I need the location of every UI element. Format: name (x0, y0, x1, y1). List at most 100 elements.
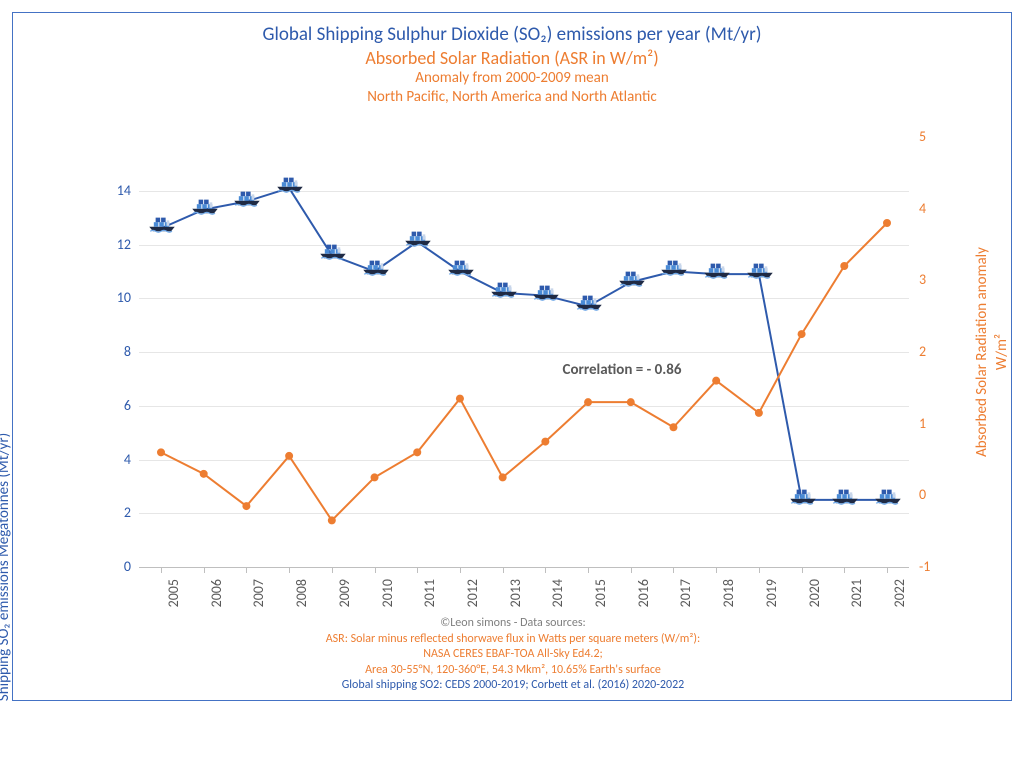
asr-marker (157, 448, 165, 456)
x-tick-label: 2015 (592, 579, 609, 619)
y2-tick-label: 3 (919, 271, 949, 288)
x-tick (759, 567, 760, 573)
ship-icon (446, 257, 474, 277)
y1-tick-label: 12 (101, 236, 131, 253)
x-tick (246, 567, 247, 573)
plot-area: Shipping SO₂ emissions Megatonnes (Mt/yr… (139, 137, 909, 567)
ship-icon (318, 241, 346, 261)
x-tick-label: 2014 (549, 579, 566, 619)
ship-icon (873, 486, 901, 506)
asr-marker (456, 395, 464, 403)
x-tick-label: 2022 (891, 579, 908, 619)
x-tick (204, 567, 205, 573)
title-line-2: Absorbed Solar Radiation (ASR in W/m²) (13, 47, 1011, 70)
asr-marker (755, 409, 763, 417)
asr-marker (200, 470, 208, 478)
titles-block: Global Shipping Sulphur Dioxide (SO₂) em… (13, 23, 1011, 107)
title-line-4: North Pacific, North America and North A… (13, 88, 1011, 107)
y1-tick-label: 0 (101, 558, 131, 575)
x-tick (460, 567, 461, 573)
credit-line-5: Global shipping SO2: CEDS 2000-2019; Cor… (13, 678, 1013, 694)
x-tick (417, 567, 418, 573)
x-tick (503, 567, 504, 573)
x-tick (161, 567, 162, 573)
y1-tick-label: 2 (101, 504, 131, 521)
y2-tick-label: 0 (919, 486, 949, 503)
asr-marker (883, 219, 891, 227)
credit-line-4: Area 30-55°N, 120-360°E, 54.3 Mkm², 10.6… (13, 663, 1013, 679)
x-tick (631, 567, 632, 573)
y1-tick-label: 6 (101, 397, 131, 414)
ship-icon (830, 486, 858, 506)
y2-axis-title: Absorbed Solar Radiation anomaly (973, 137, 991, 567)
x-tick-label: 2019 (763, 579, 780, 619)
x-tick-label: 2008 (293, 579, 310, 619)
y2-tick-label: -1 (919, 558, 949, 575)
asr-marker (242, 502, 250, 510)
x-tick-label: 2017 (677, 579, 694, 619)
x-tick-label: 2005 (165, 579, 182, 619)
asr-marker (499, 473, 507, 481)
x-tick (844, 567, 845, 573)
y2-tick-label: 4 (919, 200, 949, 217)
y2-tick-label: 5 (919, 128, 949, 145)
credit-line-3: NASA CERES EBAF-TOA All-Sky Ed4.2; (13, 647, 1013, 663)
x-tick (289, 567, 290, 573)
y1-axis-title: Shipping SO₂ emissions Megatonnes (Mt/yr… (0, 352, 13, 782)
x-tick (332, 567, 333, 573)
x-tick (545, 567, 546, 573)
x-tick-label: 2021 (848, 579, 865, 619)
x-tick-label: 2012 (464, 579, 481, 619)
asr-marker (669, 423, 677, 431)
ship-icon (275, 174, 303, 194)
ship-icon (232, 188, 260, 208)
asr-marker (712, 377, 720, 385)
x-tick-label: 2016 (635, 579, 652, 619)
x-tick (887, 567, 888, 573)
credit-line-1: ©Leon simons - Data sources: (13, 616, 1013, 632)
ship-icon (745, 260, 773, 280)
ship-icon (489, 279, 517, 299)
ship-icon (659, 257, 687, 277)
y1-tick-label: 10 (101, 289, 131, 306)
ship-icon (361, 257, 389, 277)
x-tick (375, 567, 376, 573)
y2-tick-label: 1 (919, 415, 949, 432)
ship-icon (788, 486, 816, 506)
y1-tick-label: 4 (101, 451, 131, 468)
x-tick-label: 2010 (379, 579, 396, 619)
x-tick-label: 2020 (806, 579, 823, 619)
credit-line-2: ASR: Solar minus reflected shorwave flux… (13, 632, 1013, 648)
credits-block: ©Leon simons - Data sources: ASR: Solar … (13, 616, 1013, 694)
x-tick-label: 2007 (250, 579, 267, 619)
y2-tick-label: 2 (919, 343, 949, 360)
y1-tick-label: 14 (101, 182, 131, 199)
asr-marker (371, 473, 379, 481)
asr-marker (627, 398, 635, 406)
ship-icon (617, 268, 645, 288)
asr-marker (413, 448, 421, 456)
asr-marker (798, 330, 806, 338)
y2-axis-title-2: W/m² (993, 137, 1011, 567)
so2-line (161, 188, 887, 500)
x-tick-label: 2013 (507, 579, 524, 619)
x-axis-line (139, 567, 909, 568)
asr-marker (285, 452, 293, 460)
x-tick (588, 567, 589, 573)
x-tick-label: 2006 (208, 579, 225, 619)
x-tick (802, 567, 803, 573)
ship-icon (702, 260, 730, 280)
asr-marker (840, 262, 848, 270)
x-tick-label: 2018 (720, 579, 737, 619)
asr-marker (541, 438, 549, 446)
x-tick (716, 567, 717, 573)
title-line-3: Anomaly from 2000-2009 mean (13, 69, 1011, 88)
x-tick-label: 2011 (421, 579, 438, 619)
chart-frame: Global Shipping Sulphur Dioxide (SO₂) em… (12, 12, 1012, 701)
ship-icon (403, 228, 431, 248)
x-tick (673, 567, 674, 573)
asr-marker (328, 516, 336, 524)
ship-icon (574, 292, 602, 312)
y1-tick-label: 8 (101, 343, 131, 360)
x-tick-label: 2009 (336, 579, 353, 619)
